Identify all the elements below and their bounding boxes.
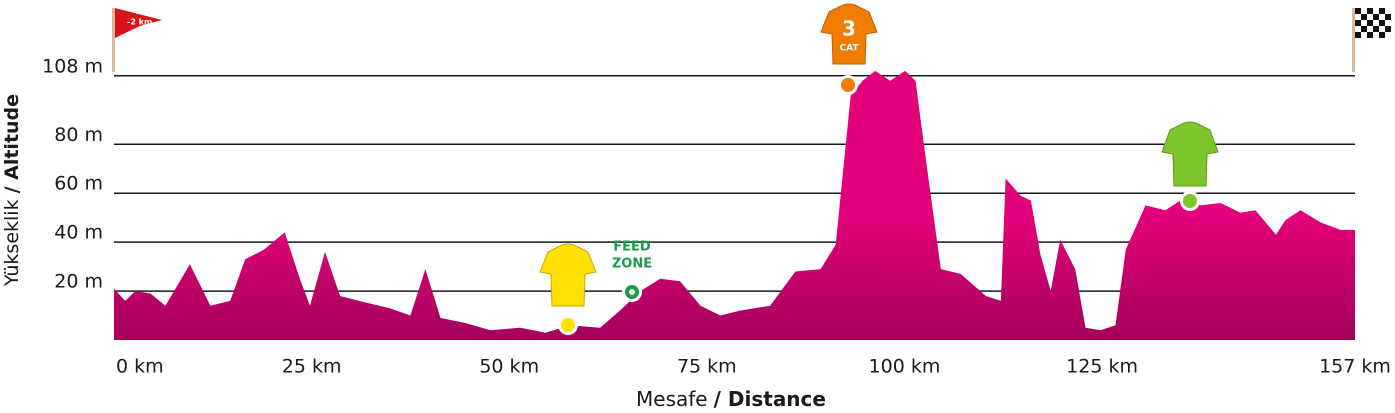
x-tick-label: 50 km: [479, 356, 539, 378]
y-tick-label: 80 m: [54, 124, 103, 146]
climb-category-label: CAT: [839, 44, 859, 54]
x-tick-label: 100 km: [869, 356, 941, 378]
y-tick-label: 40 m: [54, 222, 103, 244]
x-tick-label: 0 km: [116, 356, 164, 378]
y-axis-title: Yükseklik / Altitude: [1, 94, 23, 287]
y-tick-label: 20 m: [54, 271, 103, 293]
y-axis-title-en: / Altitude: [1, 94, 23, 193]
y-tick-label: 60 m: [54, 173, 103, 195]
x-tick-label: 157 km: [1319, 356, 1391, 378]
x-tick-label: 25 km: [282, 356, 342, 378]
climb-category-number: 3: [842, 17, 856, 41]
x-axis-title: Mesafe / Distance: [636, 387, 826, 411]
x-axis-title-main: Mesafe: [636, 387, 708, 411]
elevation-area: [114, 70, 1355, 341]
start-flag: -2 km: [112, 8, 162, 72]
markers: [558, 75, 1200, 335]
yellow-jersey: [539, 243, 597, 307]
x-tick-label: 75 km: [677, 356, 737, 378]
finish-flag: [1352, 8, 1393, 72]
y-tick-label: 108 m: [42, 55, 103, 77]
y-axis-title-main: Yükseklik: [1, 199, 23, 287]
green-jersey: [1161, 121, 1219, 187]
feed-zone-label: ZONE: [612, 257, 652, 272]
x-tick-label: 125 km: [1066, 356, 1138, 378]
feed-zone-label: FEED: [613, 240, 651, 255]
start-flag-label: -2 km: [127, 18, 152, 27]
x-axis-title-en: / Distance: [714, 387, 826, 411]
orange-jersey: 3 CAT: [820, 3, 878, 65]
